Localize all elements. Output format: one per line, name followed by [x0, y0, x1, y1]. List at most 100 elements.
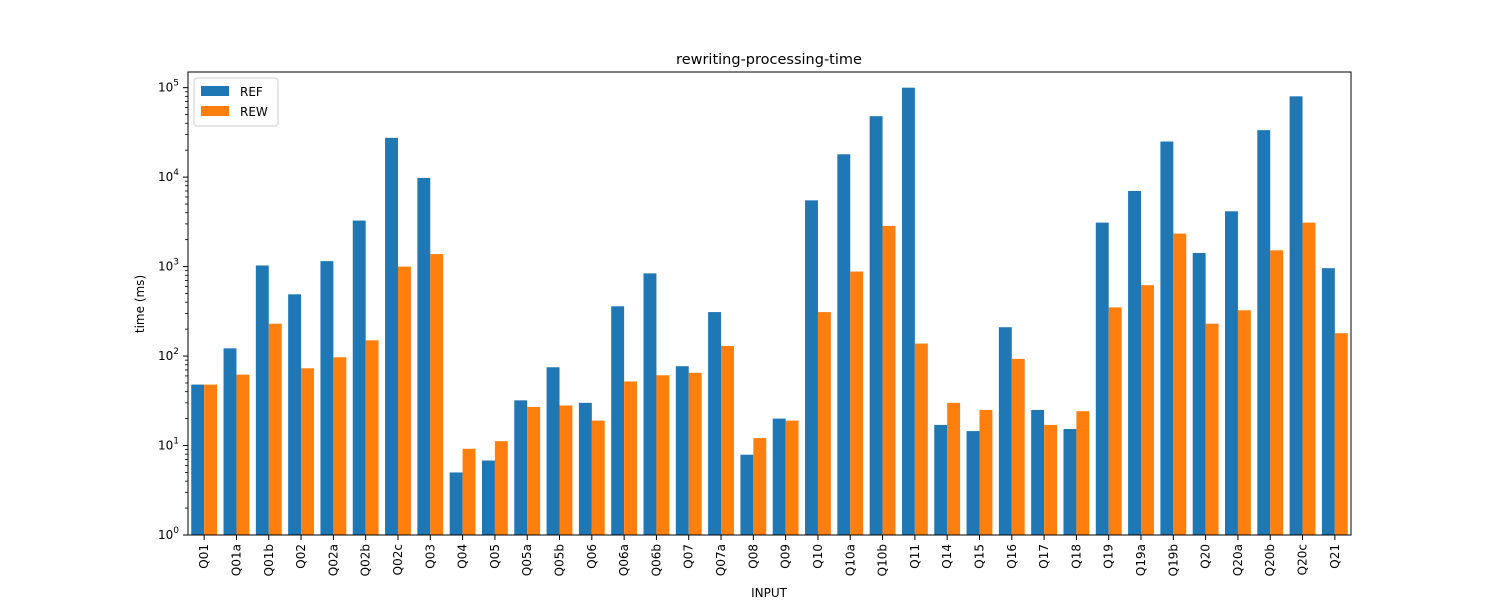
- bar-rew-q07a: [721, 345, 734, 535]
- bar-rew-q11: [914, 343, 928, 535]
- y-tick-label: 100: [158, 526, 179, 542]
- x-tick-label: Q10b: [876, 544, 890, 576]
- x-tick-label: Q14: [940, 544, 954, 569]
- chart-title: rewriting-processing-time: [676, 52, 862, 68]
- bar-ref-q01b: [255, 265, 269, 535]
- legend-swatch-rew: [201, 106, 229, 116]
- bar-rew-q03: [430, 254, 444, 535]
- plot-frame: [187, 71, 1352, 536]
- bar-rew-q10a: [850, 271, 864, 535]
- bar-ref-q02b: [352, 220, 366, 535]
- bar-rew-q15: [979, 409, 993, 535]
- bar-ref-q19a: [1128, 190, 1142, 536]
- bar-rew-q19b: [1173, 233, 1187, 535]
- x-tick-label: Q11: [908, 544, 922, 569]
- x-tick-label: Q08: [746, 544, 760, 569]
- x-tick-label: Q05b: [553, 544, 567, 576]
- bar-ref-q02c: [385, 137, 398, 535]
- bar-ref-q18: [1063, 429, 1077, 535]
- bar-rew-q08: [753, 438, 767, 535]
- x-tick-label: Q16: [1005, 544, 1019, 569]
- x-tick-label: Q18: [1069, 544, 1083, 569]
- x-tick-label: Q19: [1102, 544, 1116, 569]
- bar-ref-q06a: [611, 306, 625, 535]
- bar-rew-q17: [1044, 424, 1058, 535]
- bar-ref-q10b: [869, 116, 883, 536]
- y-axis: 100 101 102 103 104 105: [158, 79, 188, 542]
- bar-ref-q16: [998, 327, 1012, 535]
- x-tick-label: Q20a: [1231, 544, 1245, 576]
- bar-rew-q05: [494, 441, 508, 535]
- bar-ref-q15: [966, 431, 980, 535]
- x-tick-label: Q04: [456, 544, 470, 569]
- bar-ref-q01: [191, 384, 205, 535]
- bars-layer: [191, 87, 1348, 536]
- x-tick-label: Q07a: [714, 544, 728, 576]
- bar-ref-q21: [1321, 268, 1335, 535]
- y-tick-label: 104: [158, 168, 179, 184]
- bar-ref-q20: [1192, 252, 1206, 535]
- x-tick-label: Q10: [811, 544, 825, 569]
- x-tick-label: Q01b: [262, 544, 276, 576]
- x-axis-title: INPUT: [751, 586, 788, 600]
- bar-rew-q19a: [1141, 285, 1154, 535]
- y-tick-label: 102: [158, 347, 179, 363]
- x-tick-label: Q02c: [391, 544, 405, 575]
- bar-ref-q09: [772, 418, 786, 535]
- bar-ref-q07: [675, 366, 689, 535]
- bar-rew-q07: [688, 372, 702, 535]
- bar-ref-q06: [578, 402, 592, 535]
- bar-ref-q01a: [223, 348, 237, 535]
- y-tick-label: 101: [158, 437, 179, 453]
- legend-swatch-ref: [201, 86, 229, 96]
- x-tick-label: Q06b: [649, 544, 663, 576]
- x-tick-label: Q21: [1328, 544, 1342, 569]
- x-tick-label: Q20: [1199, 544, 1213, 569]
- x-tick-label: Q05a: [520, 544, 534, 576]
- legend-label-rew: REW: [240, 105, 268, 119]
- bar-ref-q05: [481, 460, 495, 535]
- bar-ref-q10a: [837, 154, 851, 536]
- bar-rew-q10: [817, 312, 831, 535]
- bar-rew-q16: [1011, 358, 1025, 535]
- bar-rew-q20a: [1237, 310, 1251, 535]
- bar-rew-q14: [947, 402, 961, 535]
- bar-rew-q06b: [656, 375, 670, 535]
- bar-ref-q20b: [1257, 130, 1271, 535]
- x-tick-label: Q07: [682, 544, 696, 569]
- bar-rew-q05b: [559, 405, 573, 535]
- bar-rew-q02c: [397, 266, 411, 535]
- bar-rew-q21: [1334, 333, 1348, 535]
- y-axis-title: time (ms): [133, 275, 147, 333]
- bar-rew-q20b: [1270, 250, 1284, 535]
- bar-ref-q11: [901, 87, 915, 535]
- bar-ref-q19b: [1160, 141, 1174, 535]
- x-tick-label: Q02: [294, 544, 308, 569]
- x-tick-label: Q01: [197, 544, 211, 569]
- x-tick-label: Q20b: [1263, 544, 1277, 576]
- bar-ref-q05a: [514, 400, 528, 535]
- bar-ref-q07a: [708, 312, 722, 535]
- bar-rew-q09: [785, 420, 799, 535]
- x-tick-label: Q19b: [1166, 544, 1180, 576]
- bar-rew-q06a: [624, 381, 638, 535]
- bar-ref-q10: [805, 200, 818, 535]
- legend: REF REW: [193, 77, 279, 127]
- y-tick-label: 105: [158, 79, 179, 95]
- x-tick-label: Q03: [423, 544, 437, 569]
- bar-rew-q05a: [527, 406, 541, 535]
- bar-rew-q01: [204, 384, 218, 535]
- bar-ref-q08: [740, 454, 754, 535]
- x-tick-label: Q09: [779, 544, 793, 569]
- y-tick-label: 103: [158, 258, 179, 274]
- bar-rew-q19: [1108, 307, 1122, 535]
- x-tick-label: Q20c: [1296, 544, 1310, 575]
- bar-rew-q02a: [333, 357, 347, 535]
- bar-rew-q02b: [365, 340, 379, 535]
- bar-rew-q20c: [1302, 222, 1316, 535]
- bar-rew-q02: [301, 368, 314, 535]
- bar-rew-q04: [462, 448, 476, 535]
- x-tick-label: Q06: [585, 544, 599, 569]
